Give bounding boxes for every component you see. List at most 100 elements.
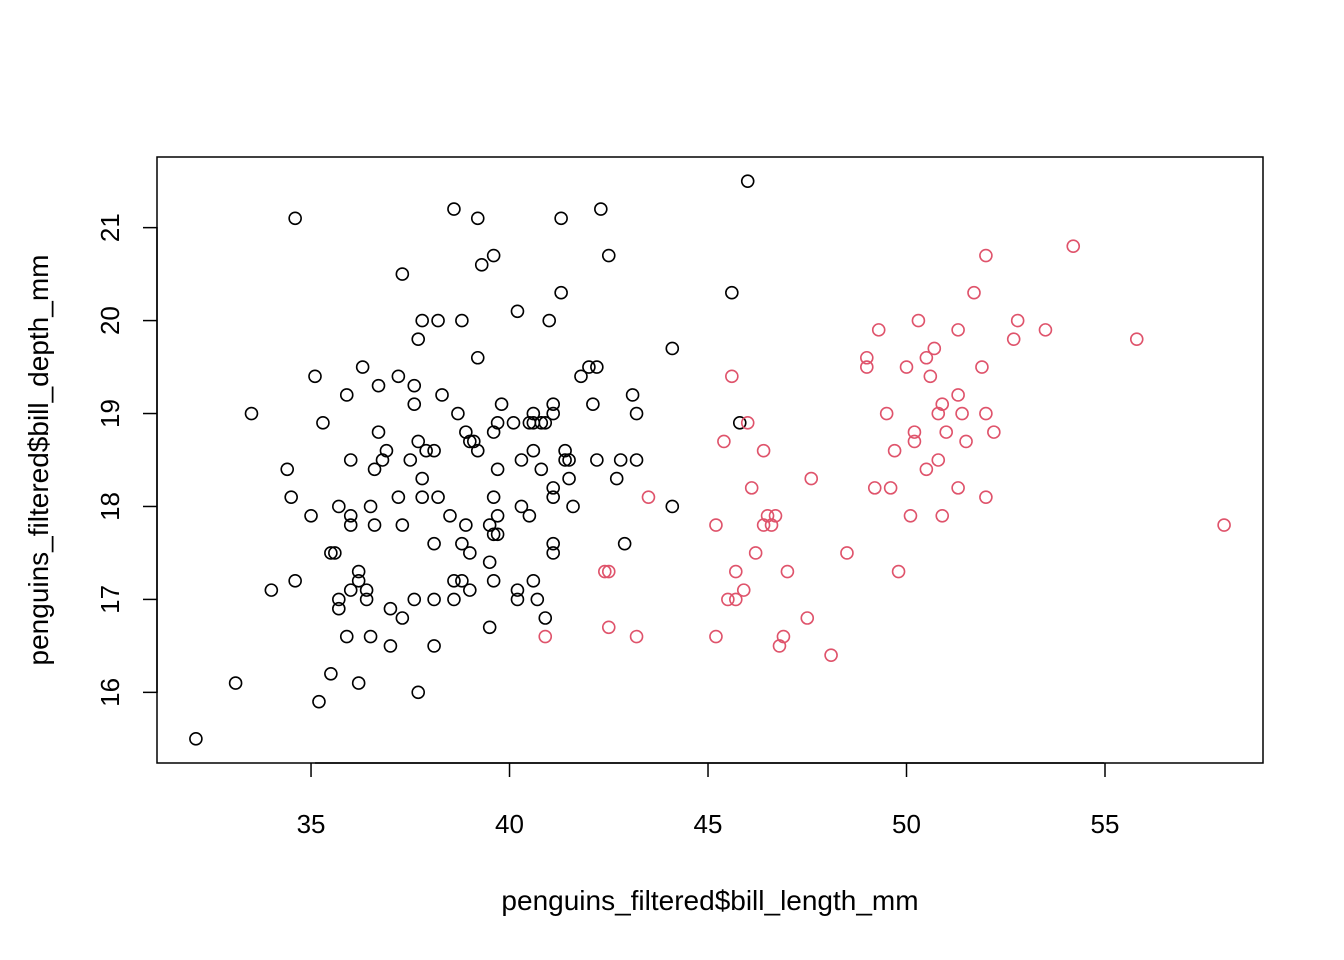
data-point [459,518,473,532]
x-tick-label: 55 [1091,809,1120,839]
data-point [891,564,906,579]
data-point [459,425,473,439]
data-point [919,462,934,477]
data-point [470,350,485,365]
data-point [558,443,572,458]
data-point [316,416,330,430]
data-point [359,583,374,597]
data-point [463,546,477,560]
data-point [455,536,469,551]
data-point [395,518,410,532]
data-point [530,592,545,607]
data-point [304,508,318,523]
data-point [526,574,541,588]
data-point [463,434,477,449]
data-point [554,285,568,300]
data-point [383,639,398,653]
data-point [586,397,600,412]
data-point [510,304,525,319]
data-point [534,462,549,477]
x-tick-label: 45 [694,809,723,839]
data-point [538,611,553,625]
data-point [1010,313,1025,328]
data-point [308,369,322,384]
data-point [407,378,422,393]
data-point [324,666,338,681]
data-point [725,369,739,384]
data-point [455,313,469,328]
data-point [1006,332,1021,346]
data-point [709,629,723,644]
data-point [601,564,616,579]
data-point [427,443,441,458]
data-point [629,629,644,644]
data-point [264,583,279,597]
data-point [625,388,640,402]
data-point [411,434,426,449]
data-point [482,620,497,635]
data-point [903,508,918,523]
data-point [1066,239,1081,254]
data-point [371,425,386,439]
plot-box [156,156,1264,764]
data-point [951,388,965,402]
x-ticks: 35 40 45 50 55 [297,763,1120,839]
data-point [228,676,243,690]
data-point [717,434,731,449]
data-point [486,425,501,439]
data-point [324,546,338,560]
x-axis-label: penguins_filtered$bill_length_mm [501,885,918,916]
data-point [951,481,965,495]
data-point [546,546,560,560]
data-point [447,574,461,588]
data-point [772,639,787,653]
data-point [736,583,751,597]
data-point [931,453,946,467]
data-point [601,248,616,263]
data-point [546,397,560,412]
data-point [415,313,429,328]
data-point [959,434,973,449]
data-point [482,518,497,532]
data-point [979,490,993,504]
data-point [562,453,576,467]
data-point [244,406,259,421]
data-point [419,443,433,458]
data-point [332,499,346,514]
data-point [760,508,775,523]
data-point [955,406,969,421]
data-point [486,527,501,542]
data-point [590,360,604,374]
data-point [343,518,358,532]
data-point [744,481,759,495]
data-point [729,564,743,579]
data-point [514,499,529,514]
data-point [332,592,346,607]
data-point [447,592,461,607]
data-point [351,574,366,588]
y-axis: 16 17 18 19 20 21 [95,213,158,707]
y-tick-label: 21 [95,213,125,242]
data-point [609,471,624,486]
data-point [546,406,560,421]
data-point [546,481,560,495]
data-point [407,397,422,412]
data-point [562,471,576,486]
data-point [526,406,541,421]
data-point [871,323,886,337]
data-point [339,629,354,644]
data-point [887,443,902,458]
data-point [931,406,946,421]
y-tick-label: 17 [95,585,125,614]
data-point [391,490,406,504]
data-point [510,583,525,597]
data-point [756,518,771,532]
data-point [490,508,505,523]
data-point [804,471,819,486]
data-point [939,425,954,439]
x-tick-label: 50 [892,809,921,839]
data-point [415,490,429,504]
data-point [526,443,541,458]
data-point [395,611,410,625]
data-point [474,258,489,272]
